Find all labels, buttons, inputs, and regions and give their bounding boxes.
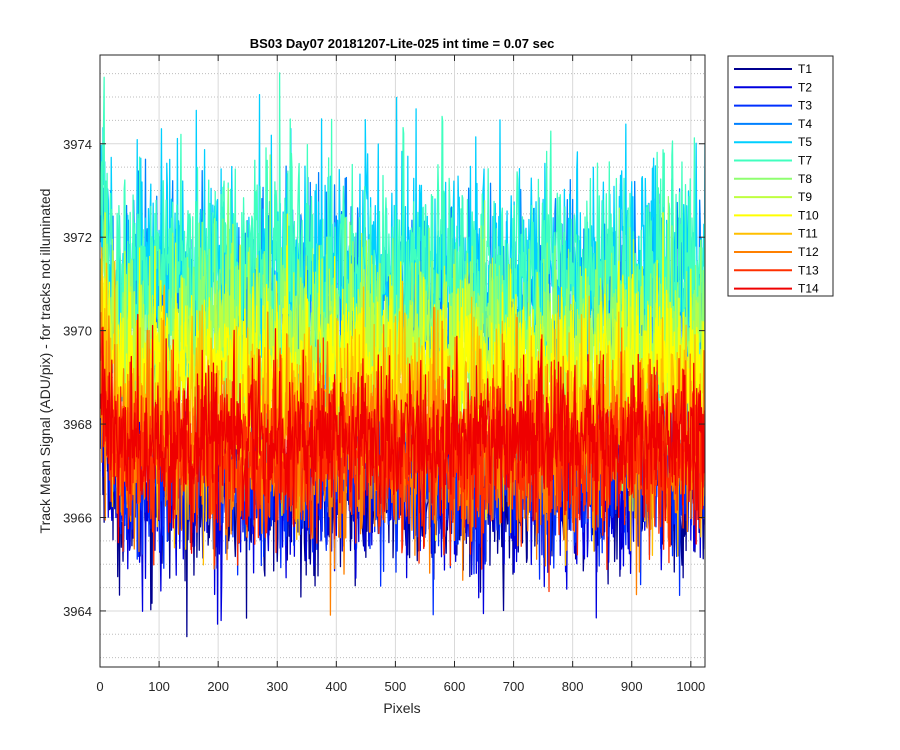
legend-label: T11 xyxy=(798,227,818,241)
legend-items: T1 T2 T3 T4 T5 T7 T8 T9 T10 T11 T12 T13 T14 xyxy=(734,62,819,296)
y-tick-label: 3974 xyxy=(63,137,92,152)
x-tick-label: 600 xyxy=(444,679,466,694)
legend-label: T10 xyxy=(798,208,819,222)
legend-label: T14 xyxy=(798,282,819,296)
series-group xyxy=(100,72,705,638)
legend-item-t5: T5 xyxy=(734,135,812,149)
x-tick-label: 300 xyxy=(266,679,288,694)
x-tick-label: 900 xyxy=(621,679,643,694)
x-tick-label: 200 xyxy=(207,679,229,694)
legend-label: T4 xyxy=(798,117,812,131)
x-tick-label: 800 xyxy=(562,679,584,694)
legend-item-t3: T3 xyxy=(734,99,812,113)
x-tick-label: 500 xyxy=(385,679,407,694)
legend-label: T7 xyxy=(798,154,812,168)
legend-item-t1: T1 xyxy=(734,62,812,76)
legend-item-t14: T14 xyxy=(734,282,819,296)
legend-item-t8: T8 xyxy=(734,172,812,186)
legend-label: T9 xyxy=(798,190,812,204)
plot-area xyxy=(99,54,706,668)
y-tick-label: 3964 xyxy=(63,604,92,619)
x-tick-label: 100 xyxy=(148,679,170,694)
legend-item-t11: T11 xyxy=(734,227,818,241)
ticks xyxy=(99,55,705,667)
chart-title: BS03 Day07 20181207-Lite-025 int time = … xyxy=(250,36,555,51)
x-tick-label: 700 xyxy=(503,679,525,694)
legend-item-t13: T13 xyxy=(734,263,819,277)
series-line-t14 xyxy=(100,313,705,554)
legend-label: T12 xyxy=(798,245,819,259)
legend-item-t10: T10 xyxy=(734,208,819,222)
x-tick-label: 400 xyxy=(325,679,347,694)
y-tick-label: 3966 xyxy=(63,511,92,526)
legend-item-t4: T4 xyxy=(734,117,812,131)
x-axis-label: Pixels xyxy=(383,700,420,716)
legend-item-t12: T12 xyxy=(734,245,819,259)
y-tick-label: 3968 xyxy=(63,417,92,432)
legend-box xyxy=(727,55,834,297)
y-tick-label: 3970 xyxy=(63,324,92,339)
y-tick-labels: 3964 3966 3968 3970 3972 3974 xyxy=(63,137,92,619)
legend-label: T1 xyxy=(798,62,812,76)
axes-box xyxy=(99,54,706,668)
legend-item-t7: T7 xyxy=(734,154,812,168)
legend-label: T13 xyxy=(798,263,819,277)
y-axis-label: Track Mean Signal (ADU/pix) - for tracks… xyxy=(37,189,53,534)
x-tick-label: 1000 xyxy=(676,679,705,694)
legend-item-t2: T2 xyxy=(734,80,812,94)
legend-label: T3 xyxy=(798,99,812,113)
y-tick-label: 3972 xyxy=(63,230,92,245)
legend-label: T2 xyxy=(798,80,812,94)
legend: T1 T2 T3 T4 T5 T7 T8 T9 T10 T11 T12 T13 T14 xyxy=(727,55,834,297)
legend-label: T8 xyxy=(798,172,812,186)
legend-item-t9: T9 xyxy=(734,190,812,204)
x-tick-label: 0 xyxy=(96,679,103,694)
x-tick-labels: 0 100 200 300 400 500 600 700 800 900 1000 xyxy=(96,679,705,694)
legend-label: T5 xyxy=(798,135,812,149)
